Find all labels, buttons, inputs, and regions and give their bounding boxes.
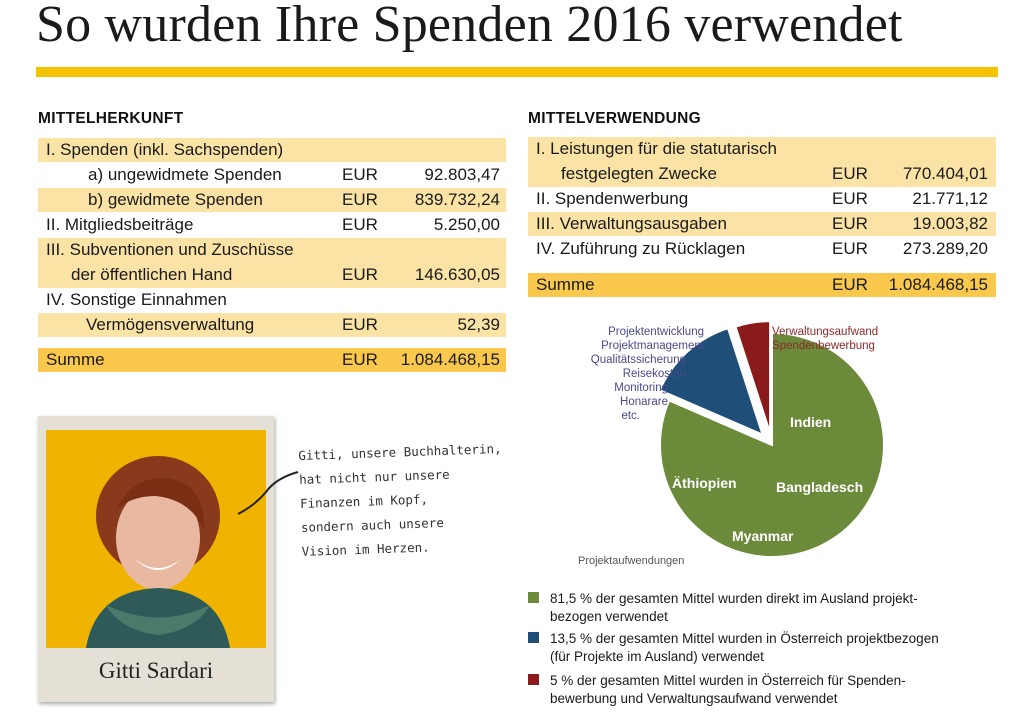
speech-line <box>237 471 299 515</box>
pie-slice-red <box>734 320 772 434</box>
legend-item: 81,5 % der gesamten Mittel wurden direkt… <box>528 590 998 628</box>
pie-chart <box>658 320 885 558</box>
sum-currency: EUR <box>832 275 868 294</box>
row-currency: EUR <box>342 315 378 334</box>
pie-label-line: Honarare <box>620 396 668 408</box>
section-heading-verwendung: MITTELVERWENDUNG <box>528 110 701 127</box>
row-amount: 146.630,05 <box>414 265 500 284</box>
table-row: a) ungewidmete Spenden EUR 92.803,47 <box>38 163 506 187</box>
sum-label: Summe <box>536 275 595 294</box>
pie-label-line: Monitoring <box>614 382 668 394</box>
row-amount: 839.732,24 <box>414 190 500 209</box>
pie-label-indien: Indien <box>790 414 832 430</box>
pie-label-line: Qualitätssicherung <box>590 354 686 366</box>
row-label: IV. Zuführung zu Rücklagen <box>536 239 746 258</box>
pie-label-line: Projektmanagement <box>601 340 704 352</box>
table-row: IV. Sonstige Einnahmen <box>38 288 506 312</box>
table-row: II. Spendenwerbung EUR 21.771,12 <box>528 187 996 211</box>
portrait-illustration <box>46 430 266 648</box>
legend-swatch-red <box>528 674 539 685</box>
table-row: I. Spenden (inkl. Sachspenden) <box>38 138 506 162</box>
table-row: Vermögensverwaltung EUR 52,39 <box>38 313 506 337</box>
section-heading-herkunft: MITTELHERKUNFT <box>38 110 184 127</box>
pie-label-line: Spendenbewerbung <box>772 340 875 352</box>
table-row: I. Leistungen für die statutarisch festg… <box>528 137 996 187</box>
row-label: IV. Sonstige Einnahmen <box>46 290 227 309</box>
page-title: So wurden Ihre Spenden 2016 verwendet <box>36 0 903 53</box>
pie-label-line: Verwaltungsaufwand <box>772 326 879 338</box>
row-currency: EUR <box>832 239 868 258</box>
photo-frame: Gitti Sardari <box>38 416 274 702</box>
title-rule <box>36 67 998 77</box>
photo-name-caption: Gitti Sardari <box>98 658 214 683</box>
row-label: I. Leistungen für die statutarisch <box>536 139 777 158</box>
pie-slice-green <box>659 331 885 558</box>
row-currency: EUR <box>342 190 378 209</box>
legend-line: 81,5 % der gesamten Mittel wurden direkt… <box>550 591 918 606</box>
row-label: I. Spenden (inkl. Sachspenden) <box>46 140 284 159</box>
row-currency: EUR <box>832 189 868 208</box>
legend-swatch-green <box>528 592 539 603</box>
table-row: II. Mitgliedsbeiträge EUR 5.250,00 <box>38 213 506 237</box>
legend-text: 5 % der gesamten Mittel wurden in Österr… <box>550 672 990 708</box>
pie-label-myanmar: Myanmar <box>732 528 794 544</box>
row-label: III. Subventionen und Zuschüsse <box>46 240 294 259</box>
row-label: festgelegten Zwecke <box>561 164 717 183</box>
row-currency: EUR <box>832 214 868 233</box>
row-label: b) gewidmete Spenden <box>88 190 263 209</box>
row-amount: 21.771,12 <box>912 189 988 208</box>
row-amount: 5.250,00 <box>433 215 500 234</box>
sum-currency: EUR <box>342 350 378 369</box>
table-row: IV. Zuführung zu Rücklagen EUR 273.289,2… <box>528 237 996 261</box>
legend-line: (für Projekte im Ausland) verwendet <box>550 649 764 664</box>
row-currency: EUR <box>832 164 868 183</box>
row-currency: EUR <box>342 165 378 184</box>
legend-line: bezogen verwendet <box>550 609 668 624</box>
row-currency: EUR <box>342 265 378 284</box>
sum-label: Summe <box>46 350 105 369</box>
legend-text: 81,5 % der gesamten Mittel wurden direkt… <box>550 590 990 626</box>
row-label: III. Verwaltungsausgaben <box>536 214 727 233</box>
row-currency: EUR <box>342 215 378 234</box>
legend-line: 13,5 % der gesamten Mittel wurden in Öst… <box>550 631 939 646</box>
pie-label-line: Reisekosten <box>622 368 686 380</box>
sum-amount: 1.084.468,15 <box>888 275 988 294</box>
pie-label-bottom: Projektaufwendungen <box>578 555 685 567</box>
pie-label-blue: Projektentwicklung Projektmanagement Qua… <box>540 325 704 423</box>
row-amount: 52,39 <box>457 315 500 334</box>
pie-label-aethiopien: Äthiopien <box>672 475 737 491</box>
row-label: II. Mitgliedsbeiträge <box>46 215 194 234</box>
row-label: Vermögensverwaltung <box>86 315 255 334</box>
legend-item: 13,5 % der gesamten Mittel wurden in Öst… <box>528 630 998 668</box>
row-amount: 770.404,01 <box>902 164 988 183</box>
table-row: III. Subventionen und Zuschüsse der öffe… <box>38 238 506 288</box>
sum-amount: 1.084.468,15 <box>400 350 500 369</box>
row-amount: 273.289,20 <box>902 239 988 258</box>
legend-line: 5 % der gesamten Mittel wurden in Österr… <box>550 673 906 688</box>
row-label: a) ungewidmete Spenden <box>88 165 282 184</box>
portrait-photo <box>46 430 266 648</box>
row-label: II. Spendenwerbung <box>536 189 689 208</box>
pie-label-line: Projektentwicklung <box>608 326 704 338</box>
legend-item: 5 % der gesamten Mittel wurden in Österr… <box>528 672 998 710</box>
handwritten-caption: Gitti, unsere Buchhalterin, hat nicht nu… <box>298 436 532 564</box>
pie-label-red: Verwaltungsaufwand Spendenbewerbung <box>772 325 878 353</box>
legend-text: 13,5 % der gesamten Mittel wurden in Öst… <box>550 630 990 666</box>
row-amount: 19.003,82 <box>912 214 988 233</box>
legend-swatch-blue <box>528 632 539 643</box>
legend-line: bewerbung und Verwaltungsaufwand verwend… <box>550 691 838 706</box>
sum-row: Summe EUR 1.084.468,15 <box>528 273 996 297</box>
row-amount: 92.803,47 <box>424 165 500 184</box>
table-row: III. Verwaltungsausgaben EUR 19.003,82 <box>528 212 996 236</box>
pie-slice-blue <box>658 326 765 437</box>
pie-label-line: etc. <box>621 410 640 422</box>
pie-label-bangladesch: Bangladesch <box>776 479 864 495</box>
row-label: der öffentlichen Hand <box>71 265 233 284</box>
sum-row: Summe EUR 1.084.468,15 <box>38 348 506 372</box>
table-row: b) gewidmete Spenden EUR 839.732,24 <box>38 188 506 212</box>
